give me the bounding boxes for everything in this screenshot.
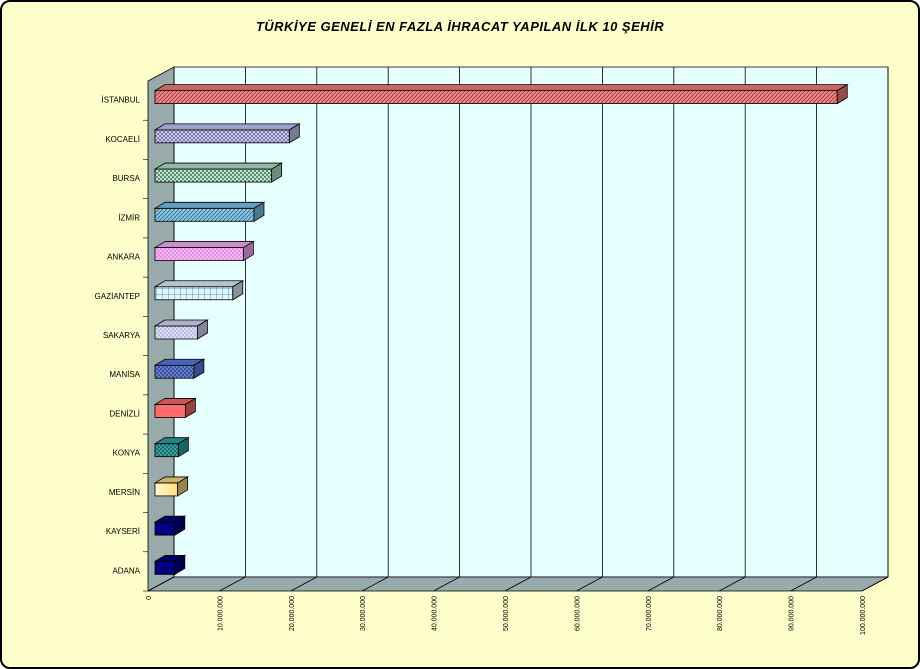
bar — [153, 476, 190, 497]
bar-front — [154, 521, 176, 536]
x-tick-label: 20.000.000 — [289, 596, 296, 631]
bar-front — [154, 443, 179, 458]
bar — [153, 436, 190, 458]
bar — [153, 397, 197, 419]
bar-front — [154, 90, 838, 105]
category-label: GAZİANTEP — [95, 292, 140, 301]
bar — [153, 162, 284, 183]
bar-top — [153, 280, 245, 288]
category-labels: İSTANBUL KOCAELİ BURSA İZMİR ANKARA GAZİANTEP… — [95, 96, 148, 592]
bar-side — [271, 162, 283, 183]
bar-top — [153, 201, 266, 209]
bar — [153, 83, 849, 105]
category-label: KONYA — [113, 449, 141, 458]
bar-front — [154, 560, 176, 575]
category-label: İZMİR — [118, 213, 140, 222]
x-tick-label: 60.000.000 — [574, 596, 581, 631]
chart-walls — [147, 66, 889, 592]
floor-gridline — [504, 576, 532, 592]
category-label: İSTANBUL — [101, 96, 140, 105]
floor-gridline — [861, 576, 889, 592]
bar — [153, 280, 245, 301]
x-tick-label: 30.000.000 — [360, 596, 367, 631]
bar-front — [154, 247, 244, 261]
category-label: KAYSERİ — [106, 527, 140, 536]
floor-gridline — [790, 576, 817, 592]
bar-side — [836, 83, 848, 105]
bar-front — [154, 482, 179, 497]
x-tick-label: 50.000.000 — [503, 596, 510, 631]
floor-gridline — [147, 576, 175, 592]
floor-gridline — [290, 576, 317, 592]
bar-side — [174, 515, 186, 536]
gridlines — [147, 67, 889, 592]
bar — [153, 358, 206, 379]
x-tick-labels: 0 10.000.000 20.000.000 30.000.000 40.000.00… — [146, 596, 867, 635]
bar-front — [154, 129, 290, 144]
bar-side — [185, 397, 196, 419]
bar-side — [174, 554, 186, 576]
category-label: ANKARA — [107, 253, 141, 262]
bar — [153, 240, 255, 262]
x-tick-label: 0 — [146, 596, 153, 600]
floor-gridline — [219, 576, 246, 592]
bar-front — [154, 207, 255, 222]
floor-gridline — [433, 576, 460, 592]
bar-side — [232, 280, 244, 301]
floor-gridline — [647, 576, 674, 592]
category-label: MERSİN — [109, 488, 140, 497]
bar-front — [154, 286, 234, 301]
category-label: MANİSA — [109, 370, 140, 379]
category-label: BURSA — [112, 174, 140, 183]
bars — [153, 83, 849, 576]
bar-side — [197, 319, 208, 340]
bar-side — [242, 240, 254, 262]
bar-front — [154, 404, 186, 418]
bar-side — [253, 201, 265, 223]
category-label: ADANA — [112, 566, 140, 575]
bar — [153, 319, 209, 340]
bar-top — [153, 84, 849, 92]
bar-side — [288, 123, 300, 144]
bar-front — [154, 325, 198, 340]
x-tick-label: 80.000.000 — [717, 596, 724, 631]
x-tick-label: 40.000.000 — [432, 596, 439, 631]
category-label: KOCAELİ — [105, 135, 140, 144]
category-label: DENİZLİ — [109, 409, 140, 418]
floor-gridline — [362, 576, 389, 592]
bar — [153, 123, 301, 144]
bar-side — [193, 358, 205, 379]
category-label: SAKARYA — [103, 331, 141, 340]
bar-side — [177, 436, 189, 458]
bar — [153, 201, 266, 223]
bar-top — [153, 162, 284, 170]
bar-top — [153, 123, 301, 131]
bar-side — [177, 476, 189, 497]
x-tick-label: 70.000.000 — [646, 596, 653, 631]
x-tick-label: 100.000.000 — [860, 596, 867, 635]
floor-gridline — [576, 576, 603, 592]
chart-title: TÜRKİYE GENELİ EN FAZLA İHRACAT YAPILAN … — [255, 19, 665, 34]
bar-front — [154, 168, 273, 183]
x-tick-label: 90.000.000 — [789, 596, 796, 631]
floor-gridline — [719, 576, 746, 592]
bar-top — [153, 241, 255, 248]
x-tick-label: 10.000.000 — [217, 596, 224, 631]
bar-front — [154, 364, 195, 379]
bar — [153, 554, 187, 576]
bar — [153, 515, 187, 536]
